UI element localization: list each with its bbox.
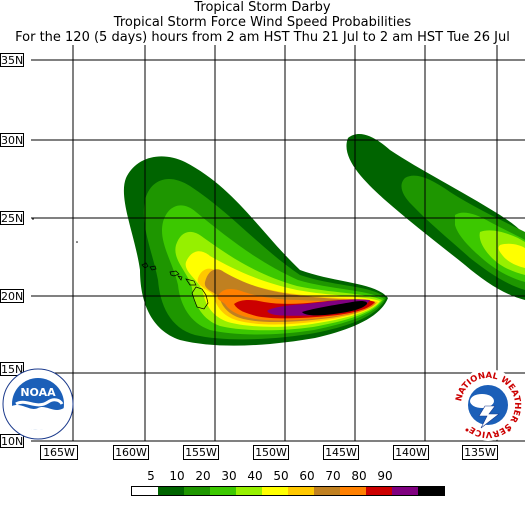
- legend-swatch: [314, 487, 340, 495]
- lon-label-165w: 165W: [40, 445, 78, 460]
- legend-swatch: [158, 487, 184, 495]
- product-title: Tropical Storm Force Wind Speed Probabil…: [113, 15, 412, 30]
- map-grid: [31, 45, 525, 442]
- lon-label-160w: 160W: [113, 445, 149, 460]
- contour-40pct-east: [498, 243, 525, 268]
- legend-swatch: [418, 487, 444, 495]
- island-dot: [76, 241, 78, 243]
- lon-label-150w: 150W: [253, 445, 289, 460]
- legend-swatch: [392, 487, 418, 495]
- noaa-logo-icon: NOAA: [2, 368, 74, 440]
- lat-label-30n: 30N: [0, 133, 24, 147]
- legend-swatch: [366, 487, 392, 495]
- island-dot: [32, 218, 34, 220]
- lat-label-25n: 25N: [0, 211, 24, 225]
- contour-max: [302, 300, 368, 316]
- legend-swatch: [184, 487, 210, 495]
- lon-label-145w: 145W: [323, 445, 359, 460]
- legend-swatch: [340, 487, 366, 495]
- hawaii-islands: [141, 262, 209, 310]
- nws-logo-icon: NATIONAL WEATHER SERVICE: [452, 369, 524, 441]
- legend-value: 30: [221, 469, 237, 483]
- legend-color-bar: [131, 486, 445, 496]
- lon-label-135w: 135W: [462, 445, 498, 460]
- legend-value: 5: [147, 469, 155, 483]
- legend-value: 40: [247, 469, 263, 483]
- legend-value: 10: [169, 469, 185, 483]
- legend-value: 60: [299, 469, 315, 483]
- legend-swatch: [288, 487, 314, 495]
- title-block: Tropical Storm Darby Tropical Storm Forc…: [0, 0, 525, 45]
- lon-label-155w: 155W: [183, 445, 219, 460]
- forecast-period: For the 120 (5 days) hours from 2 am HST…: [15, 30, 510, 45]
- legend-value: 80: [351, 469, 367, 483]
- lat-label-15n: 15N: [0, 362, 24, 376]
- storm-name: Tropical Storm Darby: [194, 0, 331, 15]
- legend-value: 20: [195, 469, 211, 483]
- legend-swatch: [210, 487, 236, 495]
- svg-text:NOAA: NOAA: [20, 386, 56, 399]
- probability-contours: [123, 134, 525, 346]
- legend-values: 5 10 20 30 40 50 60 70 80 90: [140, 469, 410, 485]
- lat-label-10n: 10N: [0, 434, 24, 448]
- lat-label-20n: 20N: [0, 289, 24, 303]
- legend-value: 70: [325, 469, 341, 483]
- lon-label-140w: 140W: [393, 445, 429, 460]
- legend-swatch: [236, 487, 262, 495]
- legend-value: 50: [273, 469, 289, 483]
- lat-label-35n: 35N: [0, 53, 24, 67]
- legend-swatch: [132, 487, 158, 495]
- legend-swatch: [262, 487, 288, 495]
- legend-value: 90: [377, 469, 393, 483]
